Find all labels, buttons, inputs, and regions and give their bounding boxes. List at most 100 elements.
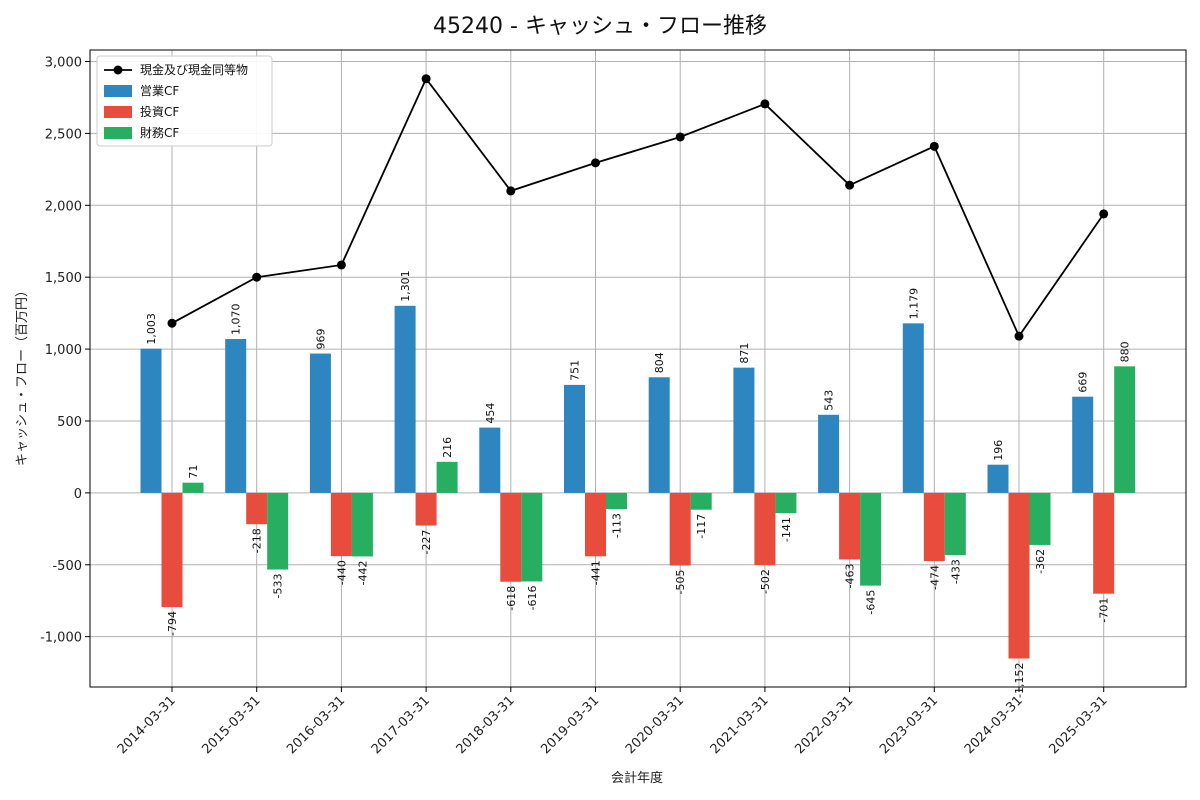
bar-value-label: 871 [738, 343, 751, 364]
y-tick-label: 1,500 [45, 271, 82, 286]
bar-value-label: -463 [844, 563, 857, 588]
bar-2-5 [606, 492, 627, 510]
x-tick-label: 2016-03-31 [284, 693, 348, 757]
bar-2-10 [1029, 492, 1051, 545]
legend-swatch [104, 127, 132, 139]
bar-2-8 [860, 492, 882, 586]
legend-swatch [104, 85, 132, 97]
x-tick-label: 2014-03-31 [115, 693, 179, 757]
bar-0-8 [818, 414, 840, 493]
bar-0-7 [733, 367, 755, 493]
bar-2-11 [1114, 366, 1136, 493]
bar-1-11 [1093, 492, 1115, 594]
y-axis-title: キャッシュ・フロー（百万円） [15, 284, 30, 466]
y-tick-label: -500 [52, 559, 82, 574]
y-tick-label: 0 [74, 487, 82, 502]
bar-0-11 [1072, 396, 1094, 493]
bar-value-label: -362 [1034, 549, 1047, 574]
y-tick-label: 2,500 [45, 127, 82, 142]
cash-point-3 [421, 74, 431, 84]
cash-point-6 [675, 132, 685, 142]
x-tick-label: 2015-03-31 [199, 693, 263, 757]
legend-label: 投資CF [140, 104, 179, 119]
bar-0-1 [225, 339, 247, 493]
bar-value-label: -701 [1098, 598, 1111, 623]
bar-value-label: 196 [992, 440, 1005, 461]
cash-point-4 [506, 186, 516, 196]
bar-value-label: 1,301 [399, 270, 412, 302]
legend-box [96, 55, 273, 147]
bar-value-label: -442 [356, 560, 369, 585]
bar-2-2 [351, 492, 373, 557]
legend-marker [113, 65, 123, 75]
bar-0-4 [479, 427, 501, 493]
bar-2-7 [775, 492, 797, 514]
bar-value-label: -505 [674, 569, 687, 594]
x-tick-label: 2019-03-31 [538, 693, 602, 757]
bar-1-6 [669, 492, 691, 566]
bar-1-4 [500, 492, 522, 582]
bar-1-5 [585, 492, 606, 557]
cash-point-0 [167, 318, 177, 328]
cash-point-8 [845, 180, 855, 190]
x-axis-title: 会計年度 [611, 770, 663, 786]
bar-0-6 [648, 377, 670, 493]
x-tick-label: 2025-03-31 [1046, 693, 1110, 757]
bar-2-1 [267, 492, 289, 570]
bar-value-label: -441 [590, 560, 603, 585]
y-tick-label: -1,000 [40, 631, 82, 646]
bar-2-4 [521, 492, 543, 582]
bar-value-label: -440 [335, 560, 348, 585]
bar-value-label: -113 [611, 513, 624, 538]
bar-0-3 [394, 305, 416, 493]
bar-value-label: -474 [928, 565, 941, 590]
cash-point-10 [1014, 331, 1024, 341]
bar-1-2 [330, 492, 352, 557]
bar-value-label: -533 [272, 574, 285, 599]
bar-1-0 [161, 492, 183, 608]
bar-1-7 [754, 492, 776, 566]
cash-point-9 [929, 141, 939, 151]
bar-value-label: -618 [505, 586, 518, 611]
cash-point-7 [760, 99, 770, 109]
bar-value-label: -218 [251, 528, 264, 553]
x-tick-label: 2020-03-31 [623, 693, 687, 757]
bar-value-label: 216 [441, 437, 454, 458]
bar-1-1 [246, 492, 268, 525]
y-tick-label: 500 [57, 415, 82, 430]
bar-0-5 [564, 384, 585, 493]
x-tick-label: 2024-03-31 [962, 693, 1026, 757]
bar-0-0 [140, 348, 162, 493]
bar-1-3 [415, 492, 437, 526]
x-tick-label: 2018-03-31 [454, 693, 518, 757]
bar-1-8 [839, 492, 861, 560]
bar-value-label: -616 [526, 585, 539, 610]
bar-value-label: -433 [949, 559, 962, 584]
bar-value-label: 1,070 [230, 304, 243, 336]
bar-value-label: -502 [759, 569, 772, 594]
bar-value-label: -227 [420, 530, 433, 555]
bar-value-label: 880 [1119, 341, 1132, 362]
bar-value-label: 751 [569, 360, 582, 381]
bar-value-label: 543 [823, 390, 836, 411]
bar-value-label: 804 [653, 352, 666, 373]
bar-labels: 1,003 1,070 969 1,301 454 751 804 871 543 1,179 19… [145, 270, 1132, 698]
bar-0-10 [987, 464, 1009, 493]
bar-value-label: 454 [484, 403, 497, 424]
bars [140, 305, 1136, 659]
legend-label: 現金及び現金同等物 [140, 62, 248, 77]
bar-value-label: 71 [187, 465, 200, 479]
bar-value-label: 1,179 [907, 288, 920, 320]
bar-0-9 [902, 323, 924, 493]
chart-title: 45240 - キャッシュ・フロー推移 [433, 14, 767, 39]
bar-value-label: 969 [314, 329, 327, 350]
cash-point-2 [336, 260, 346, 270]
bar-value-label: 669 [1077, 372, 1090, 393]
x-tick-label: 2023-03-31 [877, 693, 941, 757]
y-tick-label: 2,000 [45, 199, 82, 214]
x-tick-label: 2022-03-31 [792, 693, 856, 757]
cash-line-path [171, 77, 1105, 338]
legend-label: 営業CF [140, 84, 179, 98]
